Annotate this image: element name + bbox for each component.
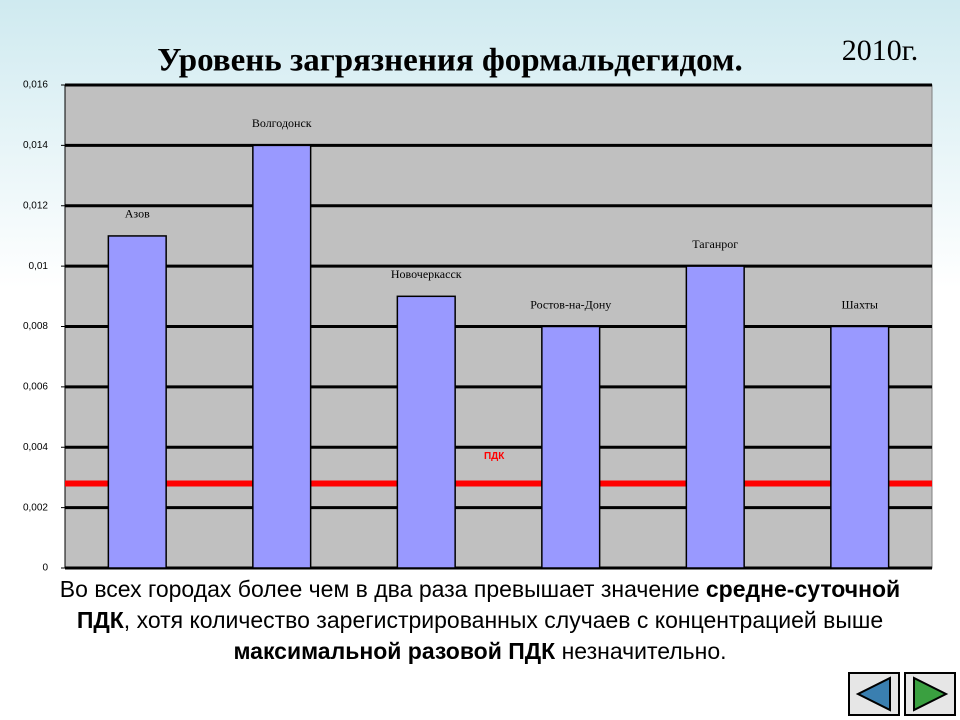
y-tick-label: 0,002: [23, 502, 48, 513]
next-icon: [913, 676, 949, 712]
body-text: Во всех городах более чем в два раза пре…: [30, 574, 930, 667]
y-tick-label: 0,012: [23, 200, 48, 211]
chart-title: Уровень загрязнения формальдегидом.: [157, 43, 743, 79]
prev-icon: [855, 676, 891, 712]
bar-label: Ростов-на-Дону: [530, 297, 611, 311]
y-tick-label: 0: [42, 563, 48, 574]
chart-subtitle: 2010г.: [842, 34, 918, 67]
y-tick-label: 0,008: [23, 321, 48, 332]
bar: [396, 295, 456, 569]
bar: [252, 144, 312, 569]
bar: [107, 235, 167, 569]
text: , хотя количество зарегистрированных слу…: [123, 607, 884, 633]
bar-label: Волгодонск: [252, 116, 312, 130]
text-bold: максимальной разовой ПДК: [233, 638, 556, 664]
bar-label: Азов: [125, 207, 150, 221]
reference-label: ПДК: [484, 451, 505, 462]
y-tick-label: 0,014: [23, 140, 48, 151]
y-tick-label: 0,004: [23, 442, 48, 453]
y-tick-label: 0,01: [29, 261, 49, 272]
text: незначительно.: [555, 638, 727, 664]
y-tick-label: 0,016: [23, 80, 48, 91]
text-bold: средне-суточной ПДК: [76, 576, 901, 633]
next-button[interactable]: [904, 672, 956, 716]
bar: [541, 325, 601, 569]
bar-label: Шахты: [842, 297, 878, 311]
bar-label: Новочеркасск: [391, 267, 462, 281]
y-tick-label: 0,006: [23, 382, 48, 393]
text: Во всех городах более чем в два раза пре…: [59, 576, 706, 602]
prev-button[interactable]: [848, 672, 900, 716]
chart: Уровень загрязнения формальдегидом. 2010…: [23, 34, 933, 574]
bar-label: Таганрог: [692, 237, 738, 251]
bar: [830, 325, 890, 569]
bar: [685, 265, 745, 569]
